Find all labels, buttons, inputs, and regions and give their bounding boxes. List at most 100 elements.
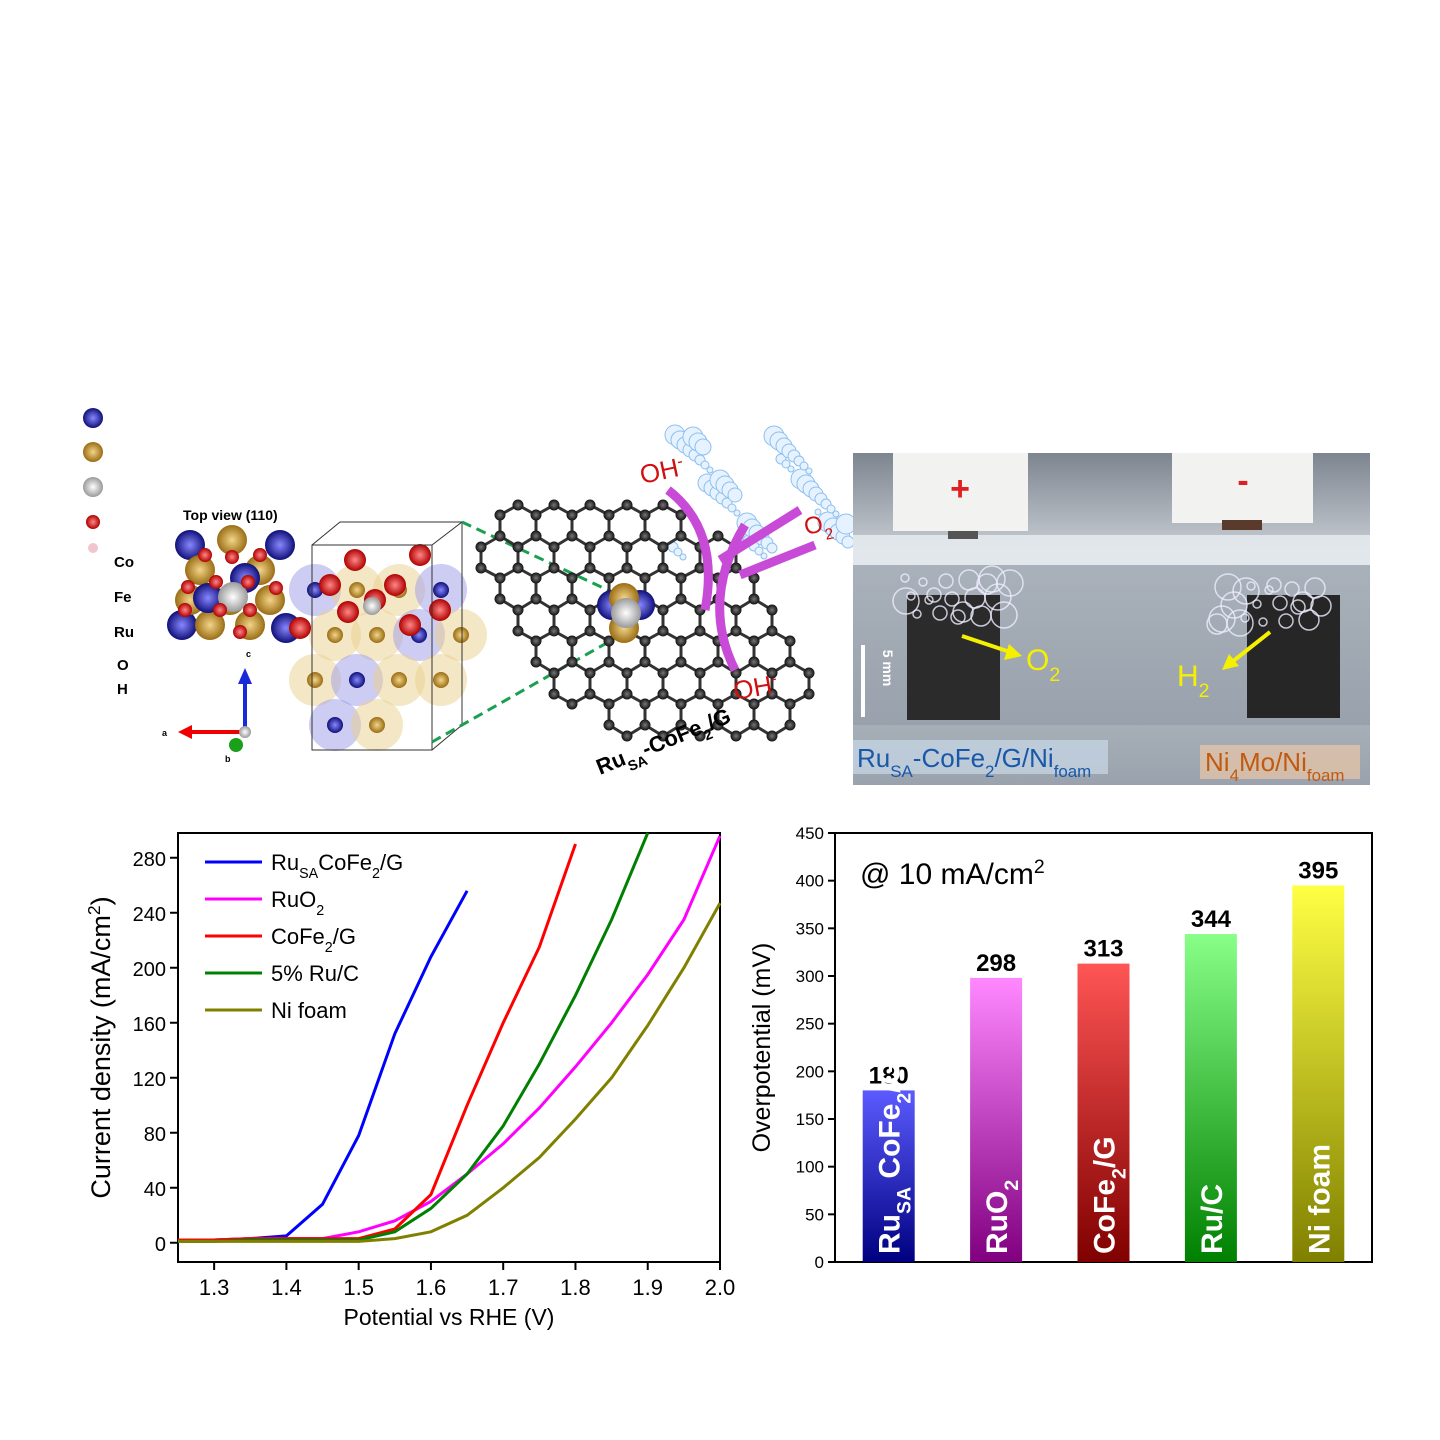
- carbon: [784, 635, 796, 647]
- carbon: [512, 625, 524, 637]
- carbon: [566, 572, 578, 584]
- bubble: [1206, 613, 1228, 635]
- electrode-cap: [1172, 453, 1313, 523]
- atom: [225, 550, 239, 564]
- bubble: [766, 542, 778, 554]
- bubble: [733, 509, 741, 517]
- carbon: [548, 541, 560, 553]
- text-part: Ni: [1205, 747, 1230, 777]
- atom: [241, 575, 255, 589]
- atom: [327, 717, 343, 733]
- electrode-cap: [893, 453, 1028, 531]
- carbon: [657, 667, 669, 679]
- bubble: [1232, 577, 1260, 605]
- carbon: [639, 656, 651, 668]
- axis-ball: [239, 726, 251, 738]
- carbon: [530, 509, 542, 521]
- carbon: [603, 572, 615, 584]
- y-tick-label: 120: [133, 1069, 166, 1091]
- carbon: [803, 667, 815, 679]
- series-line: [178, 902, 722, 1243]
- atom: [181, 580, 195, 594]
- bubble: [970, 605, 992, 627]
- atom: [429, 599, 451, 621]
- bubble: [1284, 581, 1300, 597]
- carbon: [712, 530, 724, 542]
- text-part: SA: [299, 866, 319, 882]
- category-label: Ni foam: [1303, 1144, 1336, 1254]
- bubble: [892, 587, 920, 615]
- carbon: [512, 499, 524, 511]
- y-tick-label: 280: [133, 849, 166, 871]
- carbon: [730, 625, 742, 637]
- carbon: [675, 530, 687, 542]
- reaction-arrow: [715, 522, 749, 673]
- text-part: RuO: [271, 887, 316, 912]
- carbon: [512, 541, 524, 553]
- carbon: [730, 604, 742, 616]
- carbon: [584, 499, 596, 511]
- y-tick-label: 150: [796, 1110, 824, 1129]
- text-part: 2: [985, 762, 994, 781]
- carbon: [657, 499, 669, 511]
- atom: [185, 555, 215, 585]
- carbon: [494, 572, 506, 584]
- carbon: [548, 625, 560, 637]
- atom: [233, 625, 247, 639]
- text-part: SA: [626, 753, 650, 775]
- atom: [349, 582, 365, 598]
- x-tick-label: 1.7: [488, 1275, 519, 1300]
- carbon: [548, 667, 560, 679]
- carbon: [675, 635, 687, 647]
- reaction-arrow: [665, 486, 713, 611]
- atom: [369, 627, 385, 643]
- text-part: Ru: [271, 850, 299, 875]
- carbon: [566, 593, 578, 605]
- electrode-clip: [1222, 520, 1262, 530]
- carbon: [803, 688, 815, 700]
- atom: [265, 530, 295, 560]
- text-part: /G: [874, 1061, 907, 1093]
- carbon: [748, 698, 760, 710]
- bubble: [1290, 599, 1306, 615]
- carbon: [748, 719, 760, 731]
- text-part: ): [86, 896, 116, 905]
- atom-key: [83, 408, 103, 428]
- carbon: [766, 667, 778, 679]
- x-tick-label: 1.8: [560, 1275, 591, 1300]
- carbon: [584, 604, 596, 616]
- bubble: [1240, 613, 1250, 623]
- bubble: [727, 503, 737, 513]
- bubble: [944, 591, 960, 607]
- carbon: [712, 656, 724, 668]
- plot-frame: [177, 832, 721, 1263]
- gas-arrow: [1230, 630, 1272, 664]
- y-tick-label: 300: [796, 967, 824, 986]
- carbon: [494, 530, 506, 542]
- axis-name: c: [246, 649, 251, 659]
- text-part: 2: [823, 525, 835, 543]
- atom: [327, 627, 343, 643]
- carbon: [675, 719, 687, 731]
- y-tick-label: 200: [796, 1062, 824, 1081]
- bubble: [900, 573, 910, 583]
- text-part: 2: [325, 940, 333, 956]
- gas-label: O2: [1026, 644, 1060, 686]
- carbon: [657, 625, 669, 637]
- value-label: 313: [1083, 936, 1123, 963]
- carbon: [548, 562, 560, 574]
- text-part: Ni foam: [271, 998, 347, 1023]
- text-part: /G: [333, 924, 356, 949]
- bubble: [1252, 599, 1262, 609]
- element-label: O: [117, 657, 129, 674]
- carbon: [748, 656, 760, 668]
- reaction-arrow: [717, 506, 817, 580]
- text-part: Ru: [857, 743, 890, 773]
- text-part: 2: [1034, 856, 1045, 878]
- carbon: [766, 688, 778, 700]
- text-part: SA: [894, 1187, 916, 1214]
- atom: [178, 603, 192, 617]
- y-tick-label: 400: [796, 872, 824, 891]
- legend-label: RuO2: [271, 887, 324, 919]
- atom: [217, 525, 247, 555]
